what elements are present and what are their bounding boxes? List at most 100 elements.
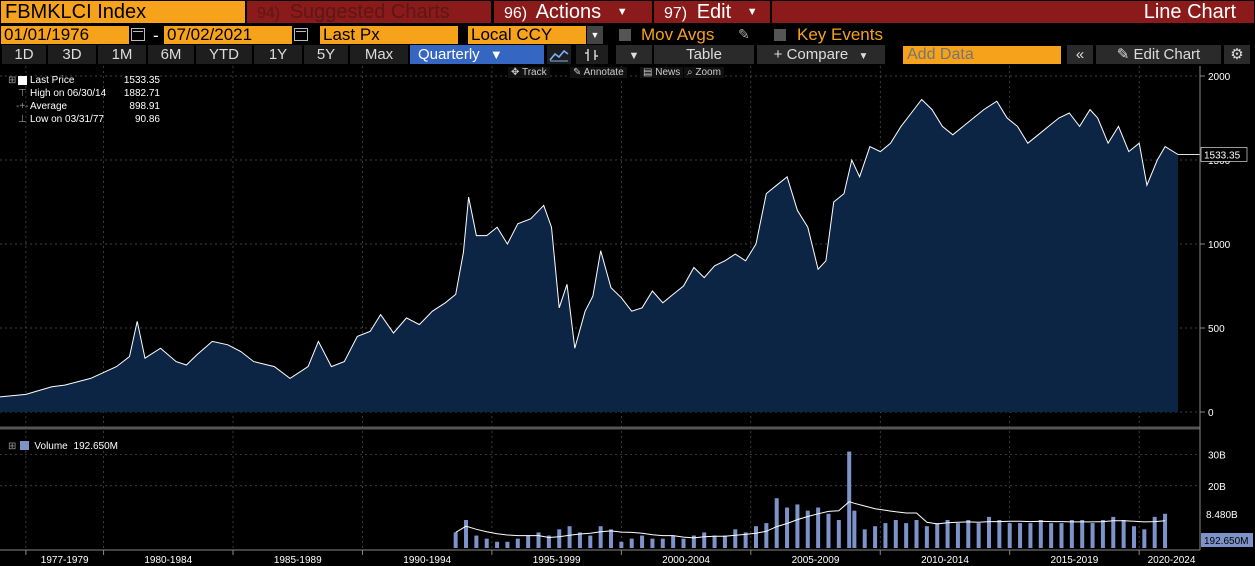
line-chart-icon[interactable] — [547, 45, 571, 64]
average-marker-icon: -+- — [16, 101, 29, 112]
toolbar: 1D 3D 1M 6M YTD 1Y 5Y Max Quarterly ▼ ▼ … — [0, 45, 1255, 65]
volume-bar — [1100, 520, 1105, 548]
volume-bar — [743, 532, 748, 548]
volume-bar — [588, 535, 593, 548]
volume-bar — [774, 498, 779, 548]
table-button[interactable]: Table — [654, 45, 754, 64]
volume-bar — [1049, 523, 1054, 548]
compare-label: + Compare — [773, 46, 849, 63]
legend-value: 898.91 — [129, 101, 160, 112]
gear-icon[interactable]: ⚙ — [1224, 45, 1250, 64]
collapse-icon[interactable]: « — [1067, 45, 1093, 64]
key-events-label[interactable]: Key Events — [797, 25, 883, 44]
volume-bar — [598, 526, 603, 548]
volume-bar — [945, 520, 950, 548]
track-tool[interactable]: ✥ Track — [508, 67, 550, 78]
volume-bar — [484, 538, 489, 548]
range-bar: 01/01/1976 - 07/02/2021 Last Px Local CC… — [0, 24, 1255, 45]
calendar-icon[interactable] — [131, 28, 145, 41]
edit-chart-button[interactable]: ✎ Edit Chart — [1096, 45, 1221, 64]
compare-button[interactable]: + Compare ▼ — [757, 45, 885, 64]
mov-avgs-label[interactable]: Mov Avgs — [641, 25, 715, 44]
last-price-tag: 1533.35 — [1200, 147, 1248, 162]
chart-type-title: Line Chart — [772, 1, 1254, 23]
legend-toggle-icon: ⊞ — [8, 75, 17, 86]
pencil-icon[interactable]: ✎ — [738, 26, 750, 42]
volume-bar — [862, 529, 867, 548]
ticker-field[interactable]: FBMKLCI Index — [1, 1, 245, 23]
period-1m-button[interactable]: 1M — [98, 45, 146, 64]
currency-dropdown-icon[interactable]: ▼ — [587, 26, 603, 44]
legend-high: ⊤ High on 06/30/14 1882.71 — [8, 87, 160, 100]
volume-bar — [1152, 516, 1157, 548]
volume-bar — [997, 520, 1002, 548]
volume-bar — [577, 532, 582, 548]
field-select[interactable]: Last Px — [320, 26, 458, 44]
volume-bar — [764, 523, 769, 548]
edit-menu-button[interactable]: 97) Edit ▼ — [654, 1, 770, 23]
legend-label: Last Price — [30, 75, 75, 86]
period-3d-button[interactable]: 3D — [48, 45, 96, 64]
calendar-icon[interactable] — [294, 28, 308, 41]
volume-bar — [795, 504, 800, 548]
svg-text:192.650M: 192.650M — [1204, 536, 1248, 547]
period-max-button[interactable]: Max — [350, 45, 408, 64]
volume-bar — [629, 538, 634, 548]
news-tool[interactable]: ▤ News — [640, 67, 684, 78]
volume-bar — [609, 529, 614, 548]
volume-bar — [536, 532, 541, 548]
price-series-layer — [0, 98, 1200, 412]
currency-select[interactable]: Local CCY — [468, 26, 586, 44]
volume-bar — [702, 532, 707, 548]
period-6m-button[interactable]: 6M — [148, 45, 194, 64]
x-tick-label: 1990-1994 — [403, 555, 451, 566]
title-bar: FBMKLCI Index 94) Suggested Charts 96) A… — [0, 0, 1255, 24]
date-separator: - — [153, 26, 159, 45]
add-data-input[interactable] — [903, 46, 1061, 64]
volume-bar — [640, 535, 645, 548]
caret-down-icon: ▼ — [858, 51, 869, 62]
volume-bar — [1080, 520, 1085, 548]
bar-chart-icon[interactable] — [576, 45, 608, 64]
volume-bar — [1069, 520, 1074, 548]
x-axis: 1977-1979 1980-1984 1985-1989 1990-1994 1995… — [25, 550, 1196, 566]
x-tick-label: 2020-2024 — [1148, 555, 1196, 566]
volume-bar — [650, 538, 655, 548]
volume-bar — [567, 526, 572, 548]
volume-bar — [852, 510, 857, 548]
mov-avgs-checkbox[interactable] — [619, 29, 631, 41]
volume-bar — [660, 538, 665, 548]
volume-bar — [681, 538, 686, 548]
frequency-label: Quarterly — [418, 46, 480, 63]
suggested-charts-number: 94) — [257, 5, 281, 22]
volume-bar — [671, 535, 676, 548]
chart-type-dropdown[interactable]: ▼ — [616, 45, 652, 64]
volume-legend-value: 192.650M — [73, 441, 119, 452]
volume-bar — [904, 523, 909, 548]
annotate-tool[interactable]: ✎ Annotate — [570, 67, 627, 78]
x-tick-label: 1977-1979 — [41, 555, 89, 566]
period-1d-button[interactable]: 1D — [2, 45, 46, 64]
legend-value: 1533.35 — [123, 75, 160, 86]
zoom-tool[interactable]: ⌕ Zoom — [684, 67, 724, 78]
end-date-field[interactable]: 07/02/2021 — [164, 26, 292, 44]
volume-bar — [976, 523, 981, 548]
volume-legend[interactable]: ⊞ Volume 192.650M — [8, 441, 118, 452]
actions-menu-button[interactable]: 96) Actions ▼ — [494, 1, 652, 23]
legend-toggle-icon: ⊞ — [8, 441, 17, 452]
period-ytd-button[interactable]: YTD — [196, 45, 252, 64]
key-events-checkbox[interactable] — [774, 29, 786, 41]
period-5y-button[interactable]: 5Y — [304, 45, 348, 64]
legend-last-price[interactable]: ⊞ Last Price 1533.35 — [8, 74, 160, 87]
news-label: News — [655, 67, 681, 78]
volume-bar — [847, 451, 852, 548]
volume-series-layer — [453, 451, 1168, 548]
y-tick-label: 500 — [1208, 324, 1225, 335]
volume-bar — [1163, 513, 1168, 548]
frequency-select[interactable]: Quarterly ▼ — [410, 45, 544, 64]
start-date-field[interactable]: 01/01/1976 — [1, 26, 129, 44]
volume-bar — [495, 541, 500, 548]
period-1y-button[interactable]: 1Y — [254, 45, 302, 64]
volume-legend-label: Volume — [34, 441, 68, 452]
